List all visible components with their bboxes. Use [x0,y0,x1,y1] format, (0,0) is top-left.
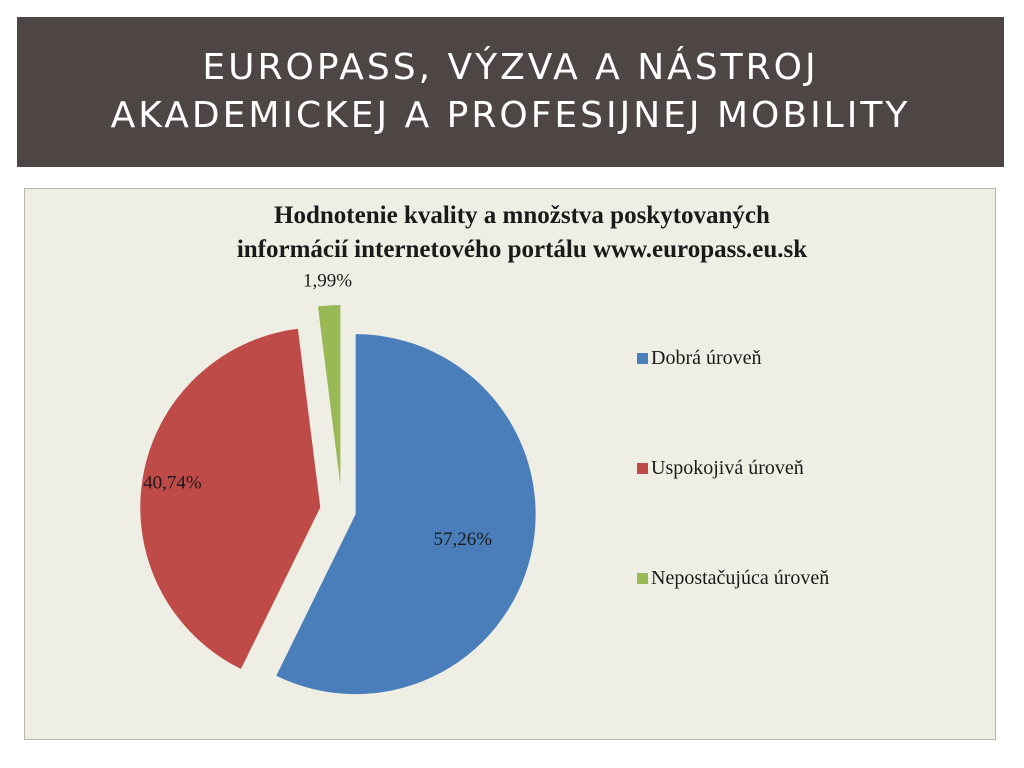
legend-swatch-dobra-uroven [637,353,648,364]
chart-title-line-2: informácií internetového portálu www.eur… [237,236,807,263]
legend-label-nepostacujuca-uroven: Nepostačujúca úroveň [651,567,829,589]
pie-chart: Hodnotenie kvality a množstva poskytovan… [140,202,829,695]
data-label-uspokojiva-uroven: 40,74% [143,473,202,494]
data-label-nepostacujuca-uroven: 1,99% [303,270,352,291]
pie-slice-dobra-uroven [276,334,536,695]
legend-swatch-uspokojiva-uroven [637,463,648,474]
legend-swatch-nepostacujuca-uroven [637,573,648,584]
legend-label-dobra-uroven: Dobrá úroveň [651,347,762,369]
pie-slice-nepostacujuca-uroven [317,305,341,486]
slide-title-line-2: AKADEMICKEJ A PROFESIJNEJ MOBILITY [110,95,911,136]
legend-label-uspokojiva-uroven: Uspokojivá úroveň [651,457,804,479]
slide-title-bar: EUROPASS, VÝZVA A NÁSTROJ AKADEMICKEJ A … [17,17,1004,167]
slide-title-line-1: EUROPASS, VÝZVA A NÁSTROJ [202,47,819,88]
pie-slice-uspokojiva-uroven [140,328,321,669]
chart-frame: Hodnotenie kvality a množstva poskytovan… [17,181,1004,747]
chart-title-line-1: Hodnotenie kvality a množstva poskytovan… [274,202,770,229]
data-label-dobra-uroven: 57,26% [433,529,492,550]
